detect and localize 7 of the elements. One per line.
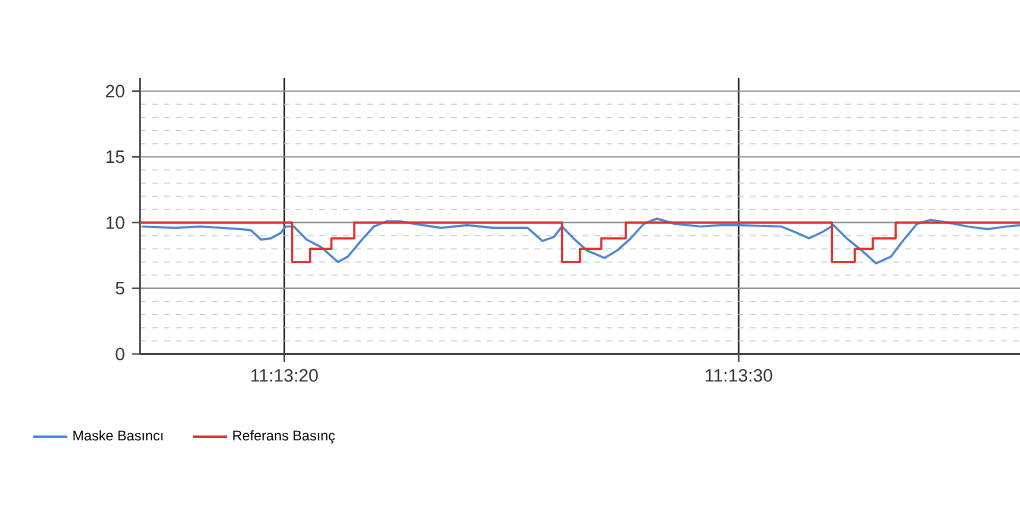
y-tick-label: 0	[115, 347, 125, 361]
y-tick-label: 15	[106, 150, 125, 164]
x-tick-label: 11:13:30	[705, 369, 773, 382]
x-tick-label: 11:13:20	[251, 369, 318, 382]
y-tick-label: 20	[106, 84, 125, 98]
y-tick-label: 10	[106, 216, 125, 229]
y-tick-label: 5	[115, 282, 125, 295]
